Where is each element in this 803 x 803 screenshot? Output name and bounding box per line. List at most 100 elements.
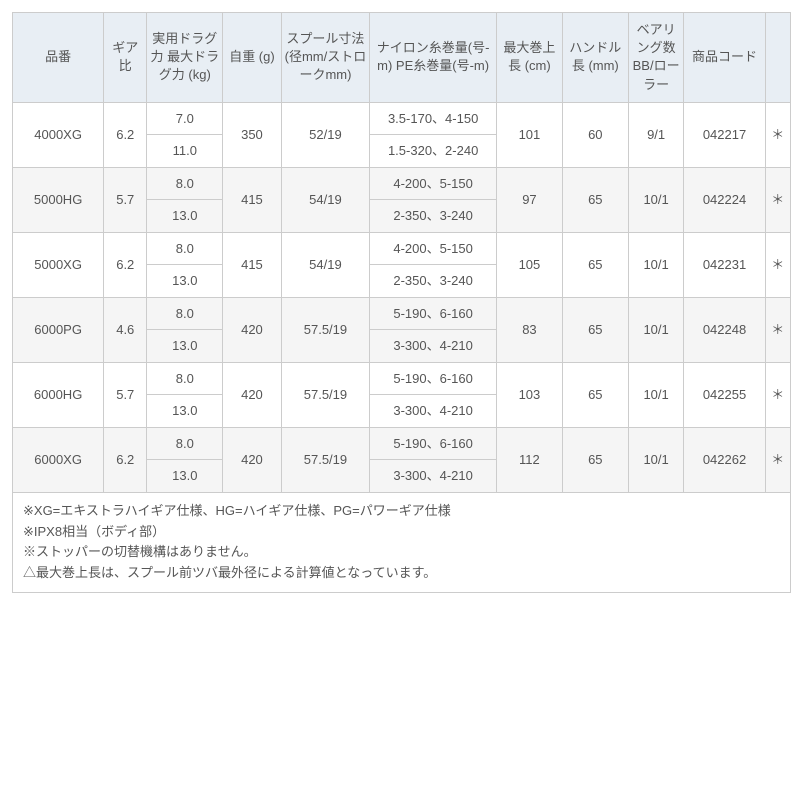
cell-drag-top: 8.0 — [147, 233, 222, 266]
cell-line-bot: 3-300、4-210 — [370, 460, 496, 492]
cell-drag: 8.013.0 — [147, 297, 223, 362]
cell-model: 4000XG — [13, 102, 104, 167]
cell-bearing: 10/1 — [628, 297, 684, 362]
cell-weight: 350 — [223, 102, 281, 167]
cell-handle: 65 — [562, 232, 628, 297]
cell-handle: 65 — [562, 297, 628, 362]
cell-handle: 65 — [562, 167, 628, 232]
cell-gear: 6.2 — [104, 102, 147, 167]
col-header-code: 商品コード — [684, 13, 765, 103]
cell-model: 5000XG — [13, 232, 104, 297]
cell-code: 042231 — [684, 232, 765, 297]
cell-drag-top: 8.0 — [147, 168, 222, 201]
col-header-gear: ギア比 — [104, 13, 147, 103]
cell-bearing: 10/1 — [628, 232, 684, 297]
cell-drag-bot: 13.0 — [147, 200, 222, 232]
cell-bearing: 9/1 — [628, 102, 684, 167]
cell-star: ＊ — [765, 362, 790, 427]
cell-code: 042262 — [684, 427, 765, 492]
cell-drag-bot: 13.0 — [147, 395, 222, 427]
table-row: 6000HG5.78.013.042057.5/195-190、6-1603-3… — [13, 362, 791, 427]
cell-drag: 7.011.0 — [147, 102, 223, 167]
cell-code: 042217 — [684, 102, 765, 167]
cell-gear: 5.7 — [104, 167, 147, 232]
cell-bearing: 10/1 — [628, 427, 684, 492]
cell-retrieve: 112 — [496, 427, 562, 492]
cell-line-bot: 1.5-320、2-240 — [370, 135, 496, 167]
cell-line-top: 5-190、6-160 — [370, 298, 496, 331]
cell-drag: 8.013.0 — [147, 232, 223, 297]
cell-spool: 54/19 — [281, 167, 370, 232]
cell-weight: 420 — [223, 362, 281, 427]
cell-line: 5-190、6-1603-300、4-210 — [370, 427, 497, 492]
cell-model: 6000PG — [13, 297, 104, 362]
cell-weight: 420 — [223, 297, 281, 362]
cell-line-bot: 2-350、3-240 — [370, 200, 496, 232]
cell-code: 042255 — [684, 362, 765, 427]
col-header-star — [765, 13, 790, 103]
cell-line-top: 3.5-170、4-150 — [370, 103, 496, 136]
cell-line-top: 5-190、6-160 — [370, 363, 496, 396]
note-line: ※ストッパーの切替機構はありません。 — [23, 542, 780, 563]
cell-star: ＊ — [765, 102, 790, 167]
cell-gear: 6.2 — [104, 427, 147, 492]
cell-drag-bot: 13.0 — [147, 460, 222, 492]
col-header-retrieve: 最大巻上長 (cm) — [496, 13, 562, 103]
cell-gear: 5.7 — [104, 362, 147, 427]
cell-drag-bot: 13.0 — [147, 330, 222, 362]
cell-handle: 60 — [562, 102, 628, 167]
cell-line: 5-190、6-1603-300、4-210 — [370, 362, 497, 427]
header-row: 品番 ギア比 実用ドラグ力 最大ドラグ力 (kg) 自重 (g) スプール寸法 … — [13, 13, 791, 103]
cell-retrieve: 105 — [496, 232, 562, 297]
cell-line-top: 5-190、6-160 — [370, 428, 496, 461]
cell-star: ＊ — [765, 167, 790, 232]
cell-gear: 4.6 — [104, 297, 147, 362]
cell-drag-top: 8.0 — [147, 298, 222, 331]
cell-retrieve: 83 — [496, 297, 562, 362]
col-header-model: 品番 — [13, 13, 104, 103]
col-header-bearing: ベアリング数 BB/ローラー — [628, 13, 684, 103]
table-body: 4000XG6.27.011.035052/193.5-170、4-1501.5… — [13, 102, 791, 492]
note-line: ※XG=エキストラハイギア仕様、HG=ハイギア仕様、PG=パワーギア仕様 — [23, 501, 780, 522]
cell-weight: 420 — [223, 427, 281, 492]
cell-drag-top: 7.0 — [147, 103, 222, 136]
col-header-line: ナイロン糸巻量(号-m) PE糸巻量(号-m) — [370, 13, 497, 103]
cell-star: ＊ — [765, 427, 790, 492]
cell-line: 3.5-170、4-1501.5-320、2-240 — [370, 102, 497, 167]
col-header-handle: ハンドル長 (mm) — [562, 13, 628, 103]
cell-line-top: 4-200、5-150 — [370, 233, 496, 266]
spec-table: 品番 ギア比 実用ドラグ力 最大ドラグ力 (kg) 自重 (g) スプール寸法 … — [12, 12, 791, 493]
cell-star: ＊ — [765, 297, 790, 362]
cell-drag-top: 8.0 — [147, 428, 222, 461]
cell-drag-bot: 11.0 — [147, 135, 222, 167]
cell-line-top: 4-200、5-150 — [370, 168, 496, 201]
cell-spool: 52/19 — [281, 102, 370, 167]
cell-weight: 415 — [223, 232, 281, 297]
cell-star: ＊ — [765, 232, 790, 297]
cell-line: 5-190、6-1603-300、4-210 — [370, 297, 497, 362]
cell-line-bot: 3-300、4-210 — [370, 330, 496, 362]
cell-spool: 57.5/19 — [281, 427, 370, 492]
col-header-spool: スプール寸法 (径mm/ストロークmm) — [281, 13, 370, 103]
cell-retrieve: 97 — [496, 167, 562, 232]
cell-drag: 8.013.0 — [147, 362, 223, 427]
cell-drag: 8.013.0 — [147, 427, 223, 492]
cell-gear: 6.2 — [104, 232, 147, 297]
cell-retrieve: 101 — [496, 102, 562, 167]
cell-line: 4-200、5-1502-350、3-240 — [370, 167, 497, 232]
cell-handle: 65 — [562, 427, 628, 492]
cell-drag: 8.013.0 — [147, 167, 223, 232]
cell-model: 5000HG — [13, 167, 104, 232]
cell-code: 042248 — [684, 297, 765, 362]
cell-drag-top: 8.0 — [147, 363, 222, 396]
cell-retrieve: 103 — [496, 362, 562, 427]
cell-drag-bot: 13.0 — [147, 265, 222, 297]
table-row: 5000XG6.28.013.041554/194-200、5-1502-350… — [13, 232, 791, 297]
table-row: 5000HG5.78.013.041554/194-200、5-1502-350… — [13, 167, 791, 232]
note-line: △最大巻上長は、スプール前ツバ最外径による計算値となっています。 — [23, 563, 780, 584]
cell-spool: 54/19 — [281, 232, 370, 297]
cell-spool: 57.5/19 — [281, 297, 370, 362]
table-row: 6000XG6.28.013.042057.5/195-190、6-1603-3… — [13, 427, 791, 492]
cell-weight: 415 — [223, 167, 281, 232]
cell-spool: 57.5/19 — [281, 362, 370, 427]
